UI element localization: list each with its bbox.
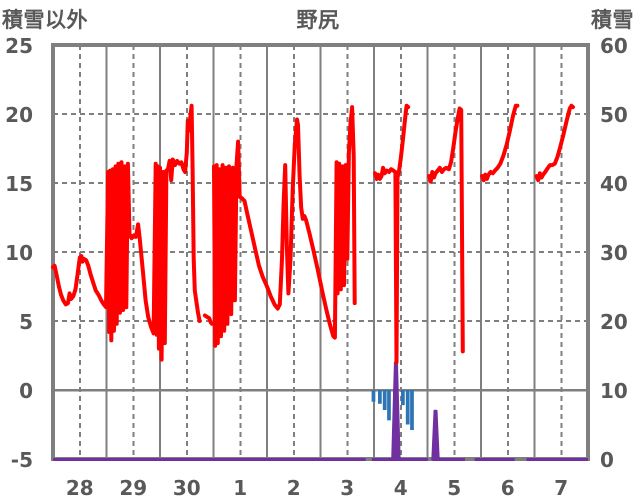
chart-title: 野尻 — [296, 8, 340, 32]
left-axis-tick-label: -5 — [11, 448, 33, 472]
left-axis-tick-label: 5 — [19, 310, 33, 334]
day-tick-label: 7 — [554, 476, 568, 500]
right-axis-tick-label: 50 — [600, 103, 628, 127]
right-axis-title: 積雪 — [591, 8, 634, 32]
right-axis-tick-label: 20 — [600, 310, 628, 334]
temperature-line-segment — [480, 103, 520, 183]
day-tick-label: 30 — [173, 476, 201, 500]
precipitation-bar — [371, 390, 376, 402]
left-axis-tick-label: 0 — [19, 379, 33, 403]
day-tick-label: 6 — [501, 476, 515, 500]
day-tick-label: 2 — [287, 476, 301, 500]
precipitation-bar — [401, 390, 405, 406]
day-tick-label: 3 — [340, 476, 354, 500]
right-axis-tick-label: 0 — [600, 448, 614, 472]
left-axis-title: 積雪以外 — [2, 8, 88, 32]
precipitation-bar — [387, 390, 391, 421]
day-tick-label: 28 — [66, 476, 94, 500]
right-axis-tick-label: 60 — [600, 34, 628, 58]
snow-depth-spike — [391, 361, 401, 461]
left-axis-tick-label: 25 — [5, 34, 33, 58]
left-axis-tick-label: 10 — [5, 241, 33, 265]
day-tick-label: 4 — [394, 476, 408, 500]
right-axis-tick-label: 40 — [600, 172, 628, 196]
day-tick-label: 29 — [119, 476, 147, 500]
left-axis-tick-label: 20 — [5, 103, 33, 127]
temperature-line-segment — [51, 103, 202, 362]
temperature-line-segment — [373, 103, 411, 365]
precipitation-bar — [378, 390, 382, 404]
temperature-line-segment — [427, 106, 465, 354]
precipitation-bar — [382, 390, 387, 411]
day-tick-label: 1 — [233, 476, 247, 500]
temperature-line-segment — [212, 105, 357, 348]
temperature-line-segment — [534, 103, 575, 183]
left-axis-tick-label: 15 — [5, 172, 33, 196]
day-tick-label: 5 — [447, 476, 461, 500]
temperature-line-segment — [202, 313, 214, 326]
precipitation-bar — [410, 390, 414, 431]
right-axis-tick-label: 30 — [600, 241, 628, 265]
precipitation-bar — [405, 390, 410, 425]
snow-depth-spike — [431, 409, 440, 461]
right-axis-tick-label: 10 — [600, 379, 628, 403]
